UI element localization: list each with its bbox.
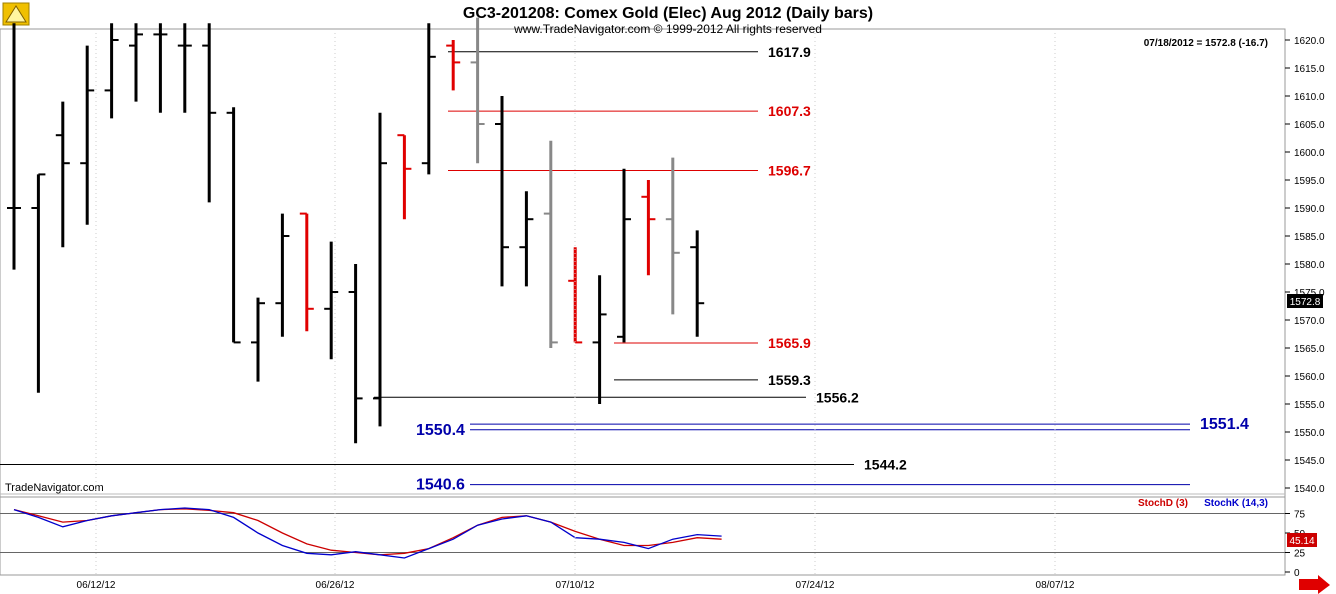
x-tick-label: 06/26/12 — [316, 580, 355, 591]
stoch-lines — [0, 507, 1285, 559]
price-y-tick-label: 1620.0 — [1294, 36, 1325, 47]
price-bar — [373, 112, 387, 427]
price-bar — [31, 173, 46, 393]
stoch-y-tick-label: 75 — [1294, 510, 1306, 521]
price-readout: 07/18/2012 = 1572.8 (-16.7) — [1144, 38, 1268, 49]
price-y-tick-label: 1580.0 — [1294, 260, 1325, 271]
price-bar — [7, 23, 21, 270]
stoch-badge: 45.14 — [1289, 536, 1314, 547]
price-panel — [0, 28, 1286, 498]
x-tick-label: 06/12/12 — [77, 580, 116, 591]
price-bar — [470, 17, 485, 164]
level-label: 1565.9 — [768, 335, 811, 351]
price-bar — [568, 247, 583, 344]
price-bar — [104, 23, 119, 119]
price-y-tick-label: 1555.0 — [1294, 400, 1325, 411]
last-price-badge: 1572.8 — [1290, 297, 1321, 308]
price-bar — [543, 140, 558, 348]
price-y-tick-label: 1585.0 — [1294, 232, 1325, 243]
price-bar — [421, 23, 436, 175]
price-bar — [324, 241, 339, 360]
price-y-tick-label: 1615.0 — [1294, 64, 1325, 75]
price-bar — [592, 275, 607, 404]
price-y-tick-label: 1605.0 — [1294, 120, 1325, 131]
stoch-y-tick-label: 0 — [1294, 568, 1300, 579]
level-label: 1556.2 — [816, 389, 859, 405]
price-bar — [348, 264, 363, 444]
stoch-y-tick-label: 25 — [1294, 549, 1306, 560]
price-y-tick-label: 1540.0 — [1294, 484, 1325, 495]
price-y-tick-label: 1600.0 — [1294, 148, 1325, 159]
price-bar — [690, 230, 705, 337]
level-label: 1559.3 — [768, 372, 811, 388]
stoch-badge-bg — [1287, 533, 1317, 547]
price-bar — [251, 297, 265, 382]
chart-title: GC3-201208: Comex Gold (Elec) Aug 2012 (… — [463, 5, 873, 22]
x-tick-label: 07/24/12 — [796, 580, 835, 591]
legend-stochd: StochD (3) — [1138, 498, 1188, 509]
price-bars — [7, 17, 705, 444]
level-label: 1550.4 — [416, 422, 465, 439]
price-y-axis: 1540.0 1545.0 1550.0 1555.0 1560.0 1565.0 1570… — [1285, 36, 1325, 495]
price-bar — [55, 101, 70, 248]
x-tick-label: 08/07/12 — [1036, 580, 1075, 591]
price-bar — [80, 45, 95, 225]
price-y-tick-label: 1595.0 — [1294, 176, 1325, 187]
watermark: TradeNavigator.com — [5, 482, 104, 494]
price-y-tick-label: 1570.0 — [1294, 316, 1325, 327]
scroll-right-arrow-icon[interactable] — [1299, 575, 1330, 594]
price-y-tick-label: 1565.0 — [1294, 344, 1325, 355]
price-bar — [446, 40, 461, 91]
level-label: 1540.6 — [416, 477, 465, 494]
price-y-tick-label: 1575.0 — [1294, 288, 1325, 299]
price-bar — [275, 213, 290, 337]
level-label: 1617.9 — [768, 44, 811, 60]
price-y-tick-label: 1590.0 — [1294, 204, 1325, 215]
price-y-tick-label: 1545.0 — [1294, 456, 1325, 467]
price-bar — [519, 191, 534, 287]
level-label: 1596.7 — [768, 162, 811, 178]
legend-stochk: StochK (14,3) — [1204, 498, 1268, 509]
price-bar — [226, 107, 241, 344]
level-label: 1551.4 — [1200, 416, 1249, 433]
price-bar — [177, 23, 192, 113]
price-bar — [299, 212, 314, 332]
level-label: 1544.2 — [864, 456, 907, 472]
stoch-series-line — [13, 507, 722, 559]
price-y-tick-label: 1560.0 — [1294, 372, 1325, 383]
price-y-tick-label: 1610.0 — [1294, 92, 1325, 103]
price-bar — [495, 96, 509, 287]
chart-subtitle: www.TradeNavigator.com © 1999-2012 All r… — [513, 22, 822, 36]
price-bar — [397, 134, 412, 220]
price-bar — [617, 168, 631, 343]
price-bar — [641, 180, 656, 276]
price-bar — [129, 23, 143, 102]
date-x-axis: 06/12/12 06/26/12 07/10/12 07/24/12 08/07/12 — [77, 29, 1075, 591]
price-levels: 1617.9 1607.3 1596.7 1565.9 1559.3 1556.2 1551… — [0, 44, 1249, 494]
level-label: 1607.3 — [768, 103, 811, 119]
x-tick-label: 07/10/12 — [556, 580, 595, 591]
last-price-badge-bg — [1287, 294, 1323, 308]
price-bar — [202, 23, 217, 203]
price-bar — [153, 23, 168, 113]
price-y-tick-label: 1550.0 — [1294, 428, 1325, 439]
logo-icon — [2, 2, 30, 26]
stoch-panel — [0, 496, 1286, 576]
price-bar — [665, 157, 680, 315]
